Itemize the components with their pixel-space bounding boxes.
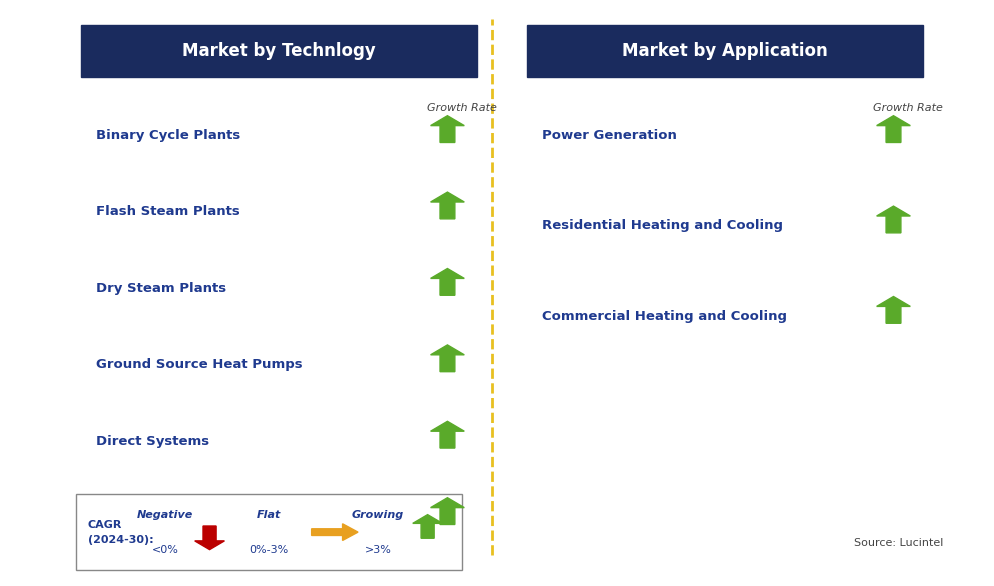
Text: 0%-3%: 0%-3% bbox=[249, 544, 288, 554]
Text: Negative: Negative bbox=[137, 510, 193, 520]
Text: Flash Steam Plants: Flash Steam Plants bbox=[95, 206, 240, 219]
FancyBboxPatch shape bbox=[76, 494, 462, 570]
Polygon shape bbox=[430, 192, 464, 219]
Polygon shape bbox=[877, 115, 911, 142]
Text: Market by Application: Market by Application bbox=[622, 42, 828, 60]
Polygon shape bbox=[430, 268, 464, 295]
Text: Binary Cycle Plants: Binary Cycle Plants bbox=[95, 129, 240, 142]
Polygon shape bbox=[430, 115, 464, 142]
Polygon shape bbox=[195, 526, 225, 550]
FancyBboxPatch shape bbox=[81, 25, 477, 77]
Polygon shape bbox=[430, 345, 464, 372]
Polygon shape bbox=[312, 524, 358, 540]
Polygon shape bbox=[877, 297, 911, 323]
Text: Others: Others bbox=[95, 511, 146, 524]
Polygon shape bbox=[430, 421, 464, 448]
Text: Source: Lucintel: Source: Lucintel bbox=[854, 539, 943, 548]
Text: Market by Technlogy: Market by Technlogy bbox=[182, 42, 376, 60]
Text: CAGR
(2024-30):: CAGR (2024-30): bbox=[87, 520, 153, 544]
Polygon shape bbox=[877, 206, 911, 233]
Text: Commercial Heating and Cooling: Commercial Heating and Cooling bbox=[542, 310, 786, 323]
Text: Growth Rate: Growth Rate bbox=[427, 103, 497, 113]
Text: Direct Systems: Direct Systems bbox=[95, 435, 209, 448]
Polygon shape bbox=[413, 515, 442, 539]
Text: Residential Heating and Cooling: Residential Heating and Cooling bbox=[542, 219, 782, 233]
Text: Growth Rate: Growth Rate bbox=[874, 103, 943, 113]
Text: Ground Source Heat Pumps: Ground Source Heat Pumps bbox=[95, 358, 302, 372]
Polygon shape bbox=[430, 498, 464, 524]
Text: Dry Steam Plants: Dry Steam Plants bbox=[95, 282, 226, 295]
Text: >3%: >3% bbox=[365, 544, 392, 554]
Text: <0%: <0% bbox=[151, 544, 178, 554]
Text: Growing: Growing bbox=[352, 510, 405, 520]
Text: Power Generation: Power Generation bbox=[542, 129, 677, 142]
Text: Flat: Flat bbox=[256, 510, 281, 520]
FancyBboxPatch shape bbox=[527, 25, 923, 77]
